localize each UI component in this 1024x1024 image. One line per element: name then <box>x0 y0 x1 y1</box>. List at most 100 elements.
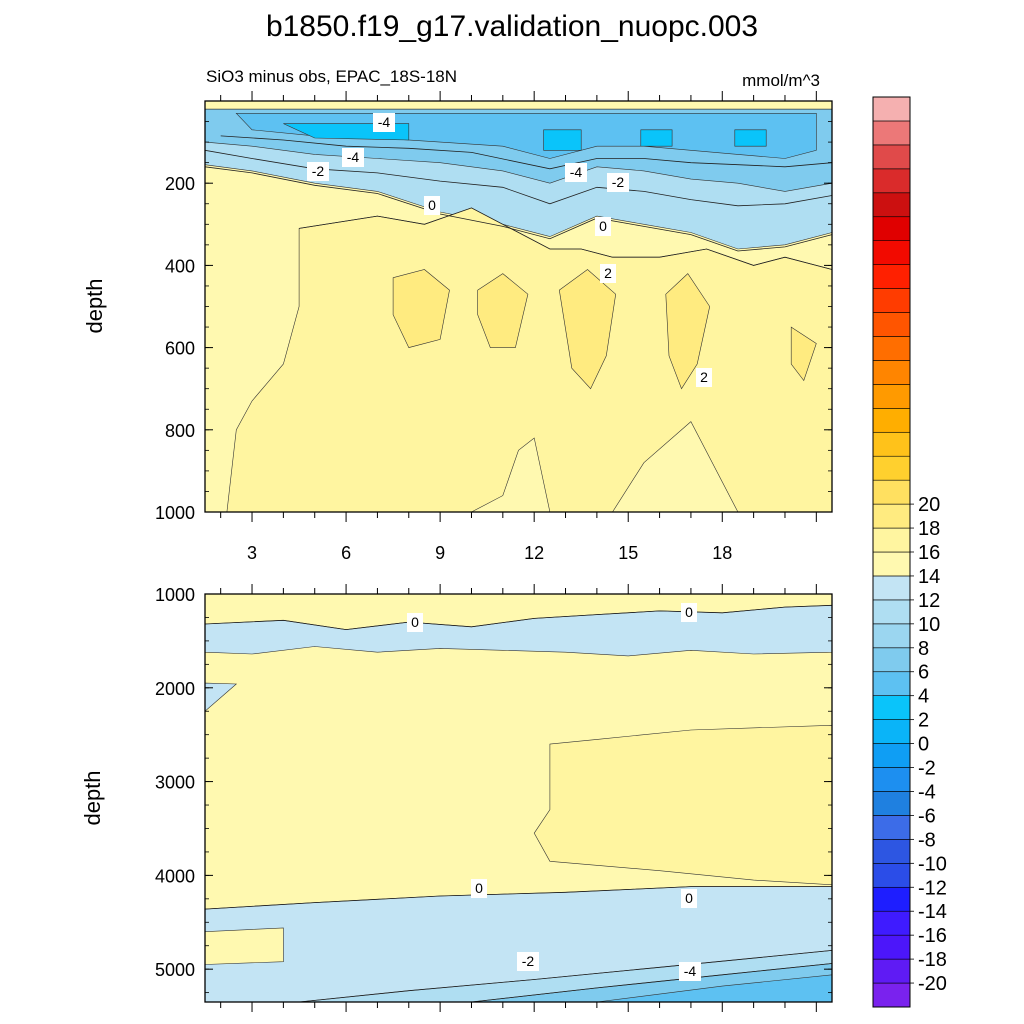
bottom-clabel-6: -4 <box>684 963 697 979</box>
colorbar-swatch-16 <box>872 599 911 625</box>
top-contour-line-3-level-2 <box>299 207 833 270</box>
colorbar-swatch-24 <box>872 408 911 433</box>
top-clabel-bg-3 <box>307 162 329 181</box>
colorbar-swatch-13 <box>872 671 911 696</box>
colorbar-swatch-23 <box>872 431 911 457</box>
bottom-clabel-5: -2 <box>522 953 535 969</box>
colorbar-swatch-12 <box>872 695 911 720</box>
bot-contour-line-2-level--2 <box>299 950 833 1003</box>
top-ytick-label-2: 600 <box>165 339 195 359</box>
top-clabel-8: 2 <box>604 265 612 281</box>
top-clabel-4: -4 <box>570 164 583 180</box>
bot-contour-line-0-level-0 <box>204 886 832 910</box>
colorbar-label-5: -10 <box>918 853 947 875</box>
bot-ytick-label-1: 2000 <box>155 679 195 699</box>
top-clabel-2: -4 <box>347 149 360 165</box>
top-clabel-5: -2 <box>612 174 625 190</box>
bot-contour-line-1-level-0 <box>204 604 833 631</box>
top-panel: SiO3 minus obs, EPAC_18S-18N mmol/m^3 20… <box>82 67 833 563</box>
top-clabel-bg-7 <box>595 217 611 236</box>
bottom-clabel-4: 0 <box>685 890 693 906</box>
top-xtick-label-4: 15 <box>618 543 638 563</box>
top-xtick-label-1: 6 <box>341 543 351 563</box>
colorbar-swatch-26 <box>872 360 911 385</box>
colorbar-swatch-17 <box>872 575 911 601</box>
bottom-x-axis <box>220 584 817 1012</box>
colorbar: -20-18-16-14-12-10-8-6-4-202468101214161… <box>872 96 947 1008</box>
colorbar-label-17: 14 <box>918 566 940 588</box>
top-clabel-bg-5 <box>607 173 629 192</box>
colorbar-swatch-9 <box>872 767 911 792</box>
colorbar-swatch-31 <box>872 240 911 265</box>
bot-ytick-label-3: 4000 <box>155 866 195 886</box>
bottom-contour-lines <box>204 604 833 1003</box>
top-field-9-level-4 <box>392 269 450 348</box>
colorbar-label-12: 4 <box>918 686 929 708</box>
colorbar-swatch-27 <box>872 336 911 361</box>
colorbar-swatch-0 <box>872 982 911 1008</box>
top-panel-subtitle-left: SiO3 minus obs, EPAC_18S-18N <box>206 67 457 86</box>
colorbar-label-8: -4 <box>918 781 936 803</box>
bot-field-3-level-2 <box>533 724 833 886</box>
bottom-y-axis-label: depth <box>80 770 105 825</box>
colorbar-swatch-30 <box>872 264 911 289</box>
top-clabel-7: 0 <box>599 218 607 234</box>
bottom-clabel-3: 0 <box>475 880 483 896</box>
bottom-contour-fields <box>204 593 833 1003</box>
bottom-clabel-bg-6 <box>679 962 701 981</box>
top-contour-line-0-level-0 <box>204 166 833 252</box>
colorbar-swatch-34 <box>872 168 911 194</box>
bottom-clabel-bg-1 <box>681 603 697 622</box>
top-contour-labels: -4 -4 -2 -4 -2 0 0 2 2 <box>307 113 712 387</box>
colorbar-swatch-37 <box>872 96 911 122</box>
colorbar-label-3: -14 <box>918 901 947 923</box>
top-clabel-6: 0 <box>428 197 436 213</box>
colorbar-swatch-5 <box>872 863 911 888</box>
colorbar-swatch-36 <box>872 120 911 146</box>
colorbar-swatch-33 <box>872 192 911 218</box>
bottom-plot-frame <box>204 593 833 1003</box>
top-xtick-label-3: 12 <box>524 543 544 563</box>
figure-title: b1850.f19_g17.validation_nuopc.003 <box>266 10 758 43</box>
top-field-6-level--8 <box>640 129 673 147</box>
colorbar-swatch-4 <box>872 886 911 912</box>
bottom-clabel-bg-5 <box>517 952 539 971</box>
colorbar-swatch-14 <box>872 647 911 673</box>
top-clabel-bg-2 <box>342 148 364 167</box>
colorbar-swatch-8 <box>872 791 911 816</box>
top-field-11-level-4 <box>558 269 617 390</box>
bottom-clabel-1: 0 <box>685 604 693 620</box>
colorbar-swatch-3 <box>872 910 911 936</box>
colorbar-swatch-22 <box>872 455 911 481</box>
top-x-axis: 3 6 9 12 15 18 <box>220 91 817 563</box>
colorbar-label-14: 8 <box>918 638 929 660</box>
colorbar-label-7: -6 <box>918 805 936 827</box>
colorbar-label-1: -18 <box>918 949 947 971</box>
bot-contour-line-3-level--4 <box>471 963 833 1003</box>
top-ytick-label-3: 800 <box>165 421 195 441</box>
colorbar-swatch-35 <box>872 144 911 170</box>
colorbar-swatch-19 <box>872 527 911 553</box>
colorbar-swatch-7 <box>872 815 911 840</box>
bottom-clabel-bg-3 <box>471 879 487 898</box>
top-xtick-label-0: 3 <box>247 543 257 563</box>
colorbar-swatch-18 <box>872 551 911 577</box>
colorbar-label-6: -8 <box>918 829 936 851</box>
colorbar-swatch-20 <box>872 503 911 529</box>
top-clabel-bg-1 <box>373 113 395 132</box>
top-clabel-bg-9 <box>696 368 712 387</box>
colorbar-label-16: 12 <box>918 590 940 612</box>
colorbar-swatch-25 <box>872 384 911 409</box>
top-xtick-label-2: 9 <box>435 543 445 563</box>
colorbar-label-10: 0 <box>918 734 929 756</box>
top-y-axis-label: depth <box>82 278 107 333</box>
bot-ytick-label-0: 1000 <box>155 585 195 605</box>
colorbar-swatch-2 <box>872 934 911 960</box>
top-clabel-bg-4 <box>565 163 587 182</box>
colorbar-label-15: 10 <box>918 614 940 636</box>
top-clabel-3: -2 <box>312 163 325 179</box>
top-ytick-label-0: 200 <box>165 174 195 194</box>
bottom-clabel-bg-4 <box>681 889 697 908</box>
colorbar-swatch-10 <box>872 743 911 768</box>
